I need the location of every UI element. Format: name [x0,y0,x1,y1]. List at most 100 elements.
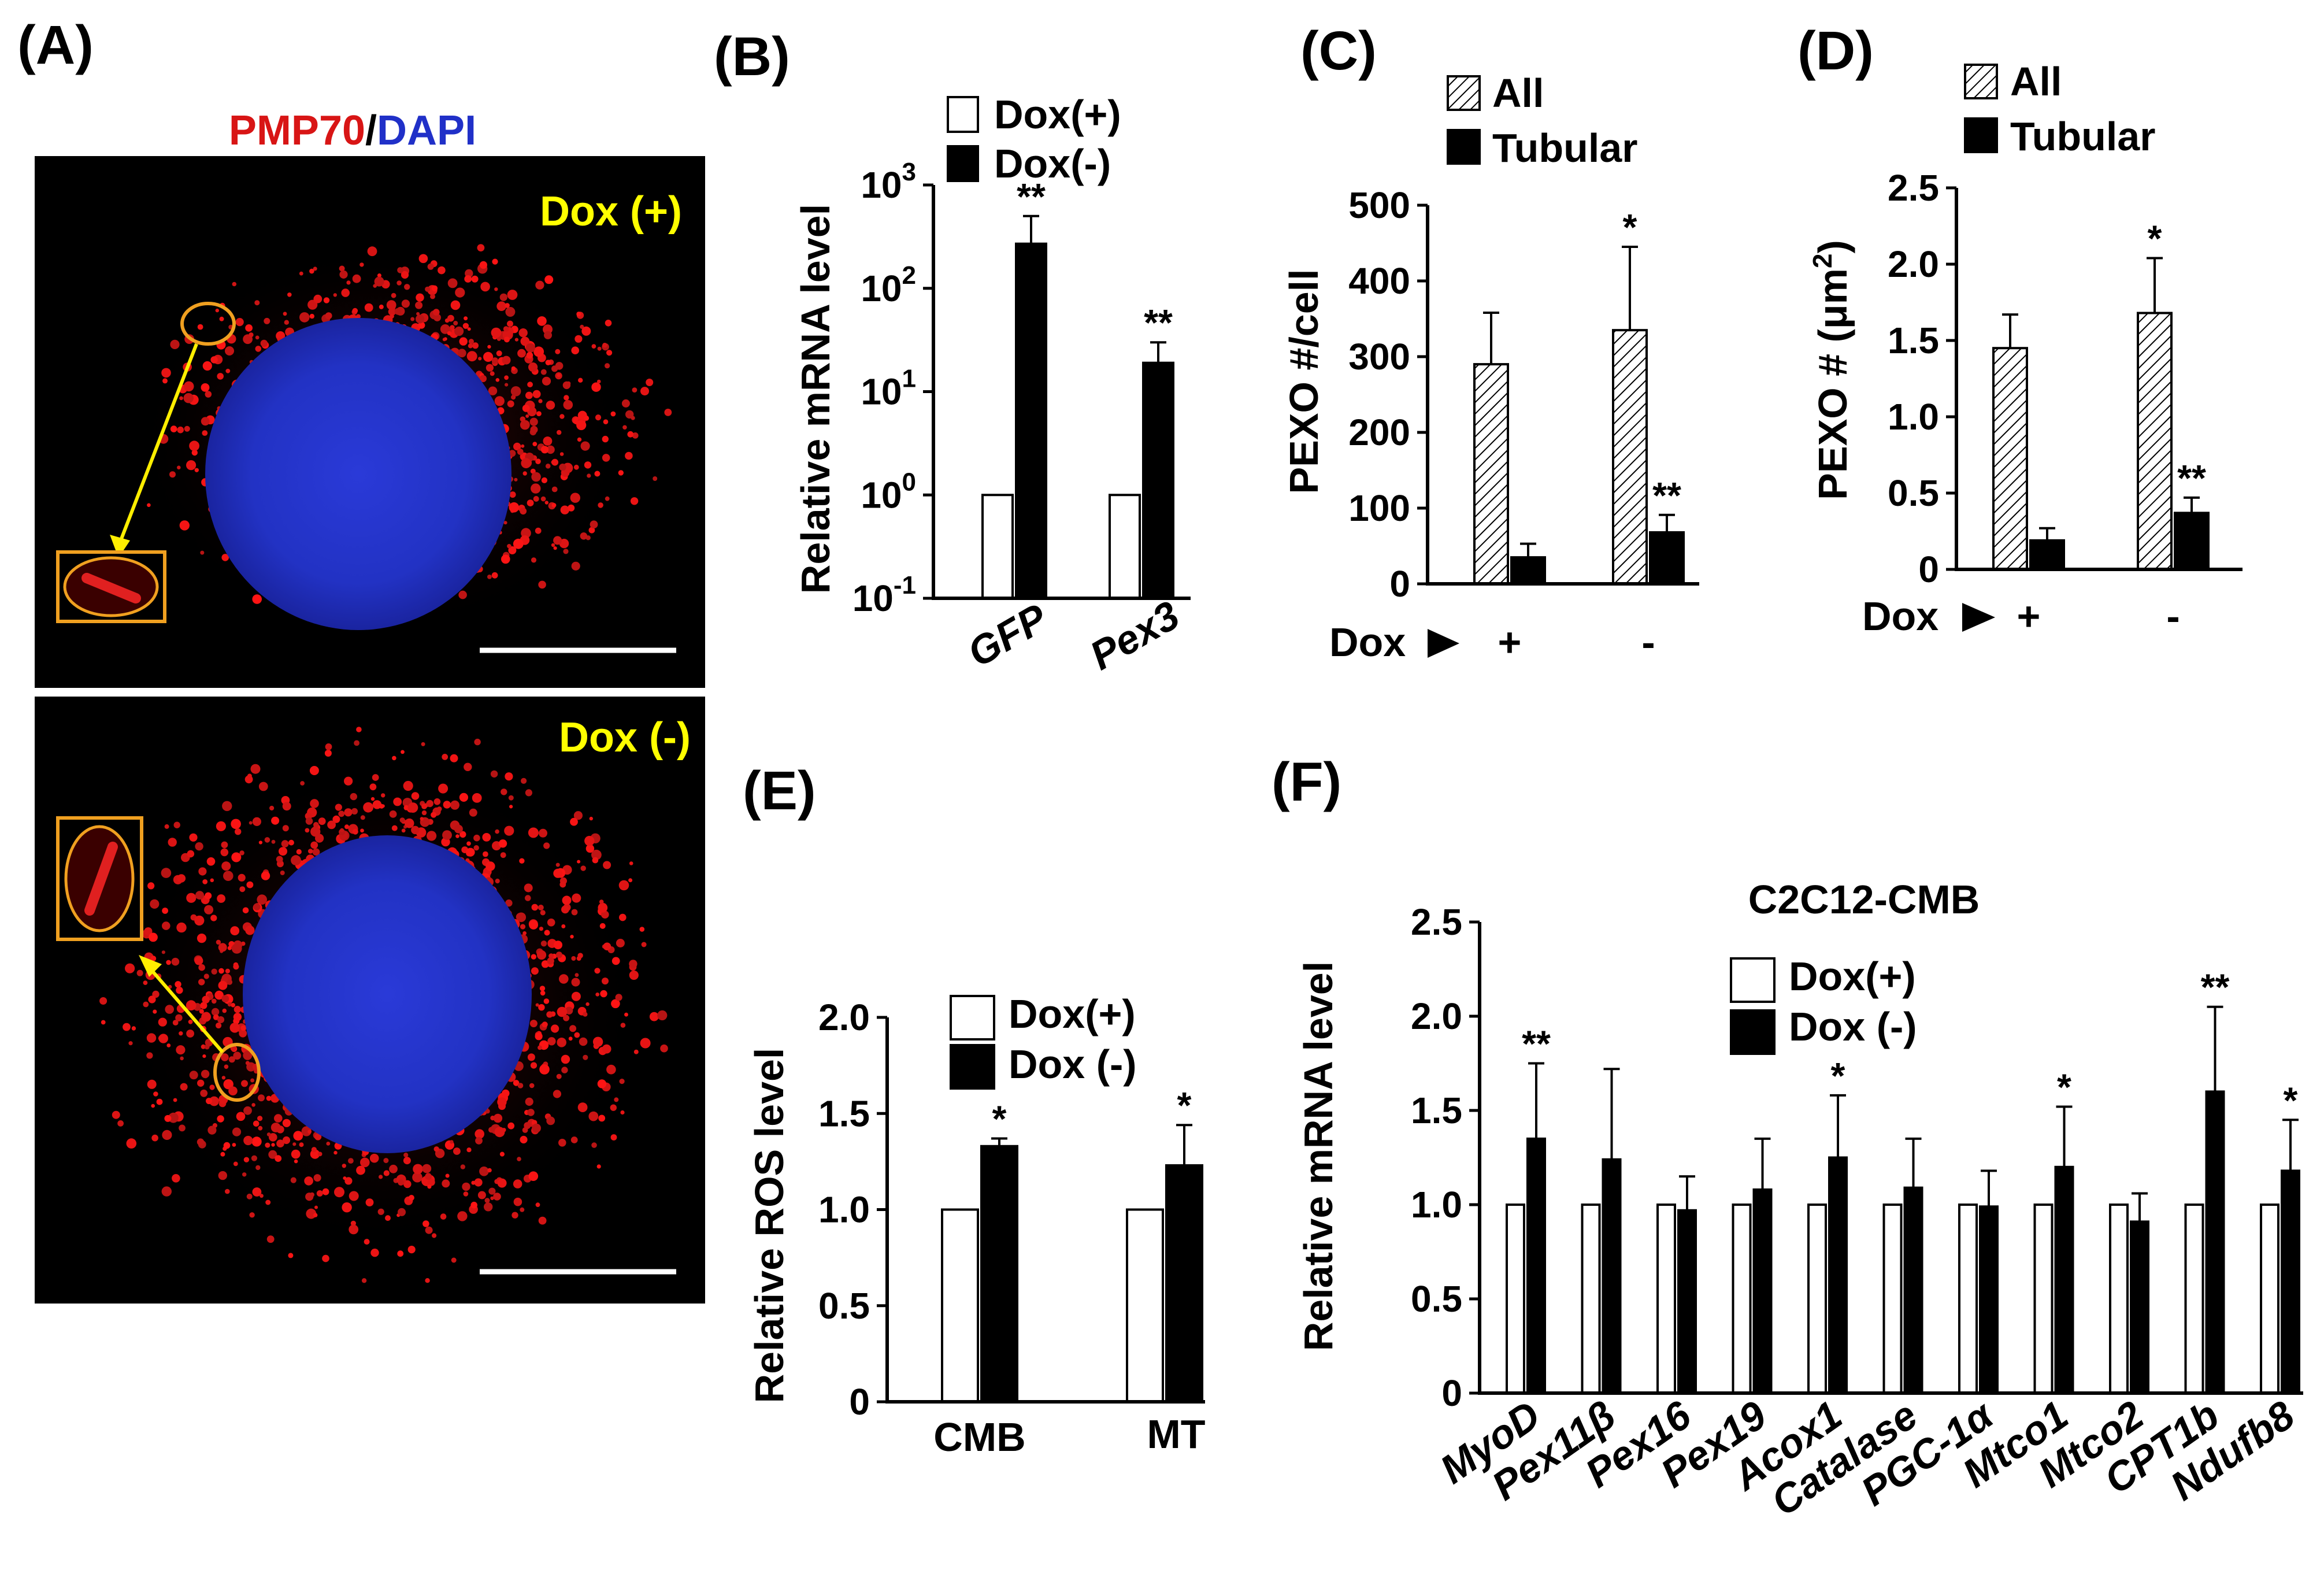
pmp70-punctum [649,1012,659,1021]
legend-label-tubular: Tubular [2010,114,2155,159]
pmp70-punctum [365,1198,374,1207]
pmp70-punctum [243,1050,253,1060]
pmp70-punctum [255,346,262,352]
pmp70-punctum [389,1164,398,1173]
pmp70-punctum [206,1098,212,1105]
pmp70-punctum [305,817,313,825]
pmp70-punctum [479,1167,489,1176]
pmp70-punctum [265,1142,270,1148]
pmp70-punctum [570,1136,578,1143]
pmp70-punctum [296,849,302,855]
significance-myod: ** [1522,1023,1551,1065]
pmp70-punctum [282,1119,291,1127]
pmp70-punctum [518,328,528,338]
legend-swatch-all [1964,64,1998,99]
panel-c-legend: All Tubular [1447,71,1637,171]
legend-swatch-all [1447,75,1481,111]
pmp70-punctum [570,817,578,826]
pmp70-punctum [403,1180,412,1188]
pmp70-punctum [528,1171,539,1181]
pmp70-punctum [466,847,475,857]
micrograph-top: Dox (+) [35,156,705,688]
pmp70-punctum [442,754,449,760]
pmp70-punctum [398,1208,406,1216]
pmp70-punctum [646,379,654,386]
nucleus-top [205,318,511,630]
micrograph-title-dapi: DAPI [377,108,476,154]
pmp70-punctum [258,840,262,845]
pmp70-punctum [176,986,183,994]
bar-all- [1473,363,1509,585]
pmp70-punctum [517,1083,524,1088]
pmp70-punctum [408,1195,414,1201]
pmp70-punctum [591,849,602,860]
pmp70-punctum [299,1142,304,1147]
pmp70-punctum [583,1012,588,1017]
pmp70-punctum [460,1164,465,1169]
pmp70-punctum [383,1158,389,1164]
pmp70-punctum [614,1097,619,1102]
pmp70-punctum [211,968,217,975]
pmp70-punctum [585,1002,590,1006]
pmp70-punctum [563,1014,570,1021]
pmp70-punctum [169,471,176,478]
pmp70-punctum [165,1005,175,1014]
legend-swatch-dox-minus [950,1044,995,1090]
pmp70-punctum [198,964,205,971]
pmp70-punctum [571,991,581,1001]
pmp70-punctum [175,1014,183,1022]
pmp70-punctum [503,326,509,332]
pmp70-punctum [557,429,562,435]
pmp70-punctum [487,575,492,579]
pmp70-punctum [520,1207,525,1212]
pmp70-punctum [314,1205,318,1209]
pmp70-punctum [186,893,197,903]
pmp70-punctum [416,293,424,302]
pmp70-punctum [491,357,499,364]
pmp70-punctum [561,905,569,914]
pmp70-punctum [491,327,502,338]
pmp70-punctum [438,266,446,275]
pmp70-punctum [569,1025,577,1032]
pmp70-punctum [431,812,437,818]
pmp70-punctum [520,924,526,930]
bar-dox-catalase [1903,1186,1923,1394]
pmp70-punctum [233,964,239,970]
pmp70-punctum [474,1178,483,1187]
panel-e-category-mt: MT [1147,1412,1205,1457]
pmp70-punctum [146,1052,153,1059]
pmp70-punctum [216,821,226,831]
pmp70-punctum [622,425,627,430]
pmp70-punctum [300,781,305,786]
bar-dox-pex3 [1109,494,1141,599]
pmp70-punctum [392,756,396,761]
pmp70-punctum [660,1044,668,1053]
panel-f-title: C2C12-CMB [1748,877,1980,922]
pmp70-punctum [379,304,384,309]
pmp70-punctum [299,271,303,276]
pmp70-punctum [344,776,353,786]
pmp70-punctum [509,491,516,498]
y-tick-label-base: 10 [852,577,894,619]
pmp70-punctum [571,909,578,916]
y-tick-label-3: 1.5 [818,1093,870,1134]
pmp70-punctum [200,550,205,555]
pmp70-punctum [225,346,234,356]
y-tick-label-4: 2.0 [1411,995,1462,1037]
panel-d: (D) All Tubular PEXO # (μm2) 0 0.5 1.0 1.5 2… [1797,20,2243,639]
pmp70-punctum [541,960,550,968]
panel-c-category-minus: - [1641,620,1655,665]
pmp70-punctum [243,1157,250,1162]
pmp70-punctum [538,399,543,403]
pmp70-punctum [309,268,314,274]
pmp70-punctum [397,1250,404,1257]
pmp70-punctum [493,1113,503,1123]
pmp70-punctum [633,1049,639,1054]
pmp70-punctum [464,275,472,283]
pmp70-punctum [551,458,558,466]
pmp70-punctum [576,312,581,317]
pmp70-punctum [563,400,573,410]
pmp70-punctum [231,819,241,830]
bar-dox-ndufb8 [2260,1204,2279,1394]
